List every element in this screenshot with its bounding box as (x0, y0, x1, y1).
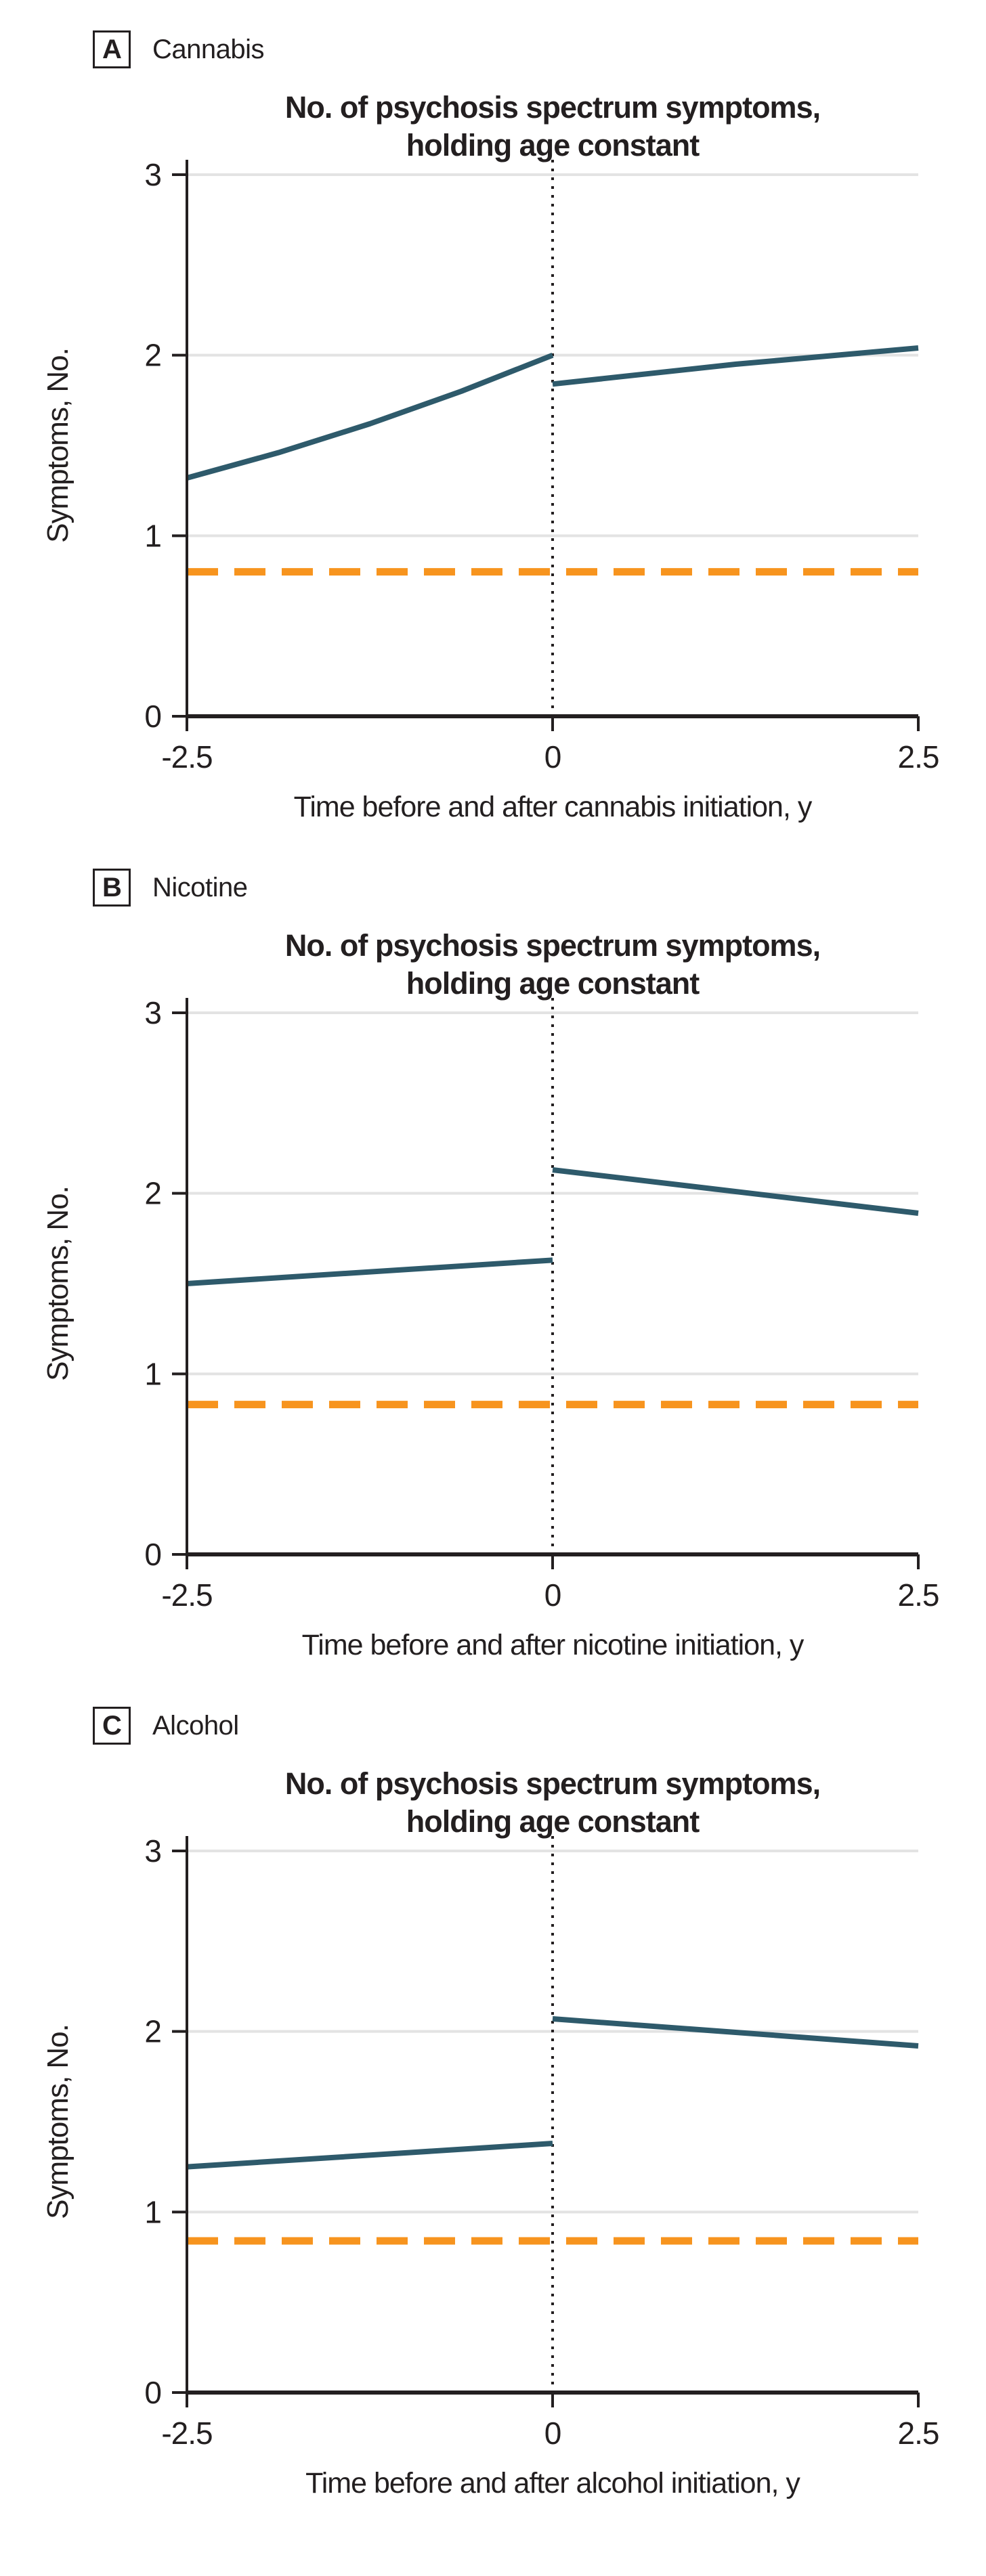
y-tick-label-3: 3 (144, 1833, 161, 1869)
y-tick-label-1: 1 (144, 518, 161, 553)
chart-title-line1: No. of psychosis spectrum symptoms, (285, 1766, 820, 1801)
figure-psychosis-symptoms: A Cannabis No. of psychosis spectrum sym… (0, 28, 986, 2508)
panel-name: Alcohol (152, 1710, 239, 1741)
x-tick-label-0: 0 (544, 739, 561, 774)
x-axis-title: Time before and after alcohol initiation… (305, 2467, 800, 2499)
y-tick-label-2: 2 (144, 338, 161, 373)
panel-name: Nicotine (152, 872, 248, 902)
panel-alcohol: C Alcohol No. of psychosis spectrum symp… (0, 1705, 986, 2508)
x-tick-label-0: 0 (544, 2416, 561, 2451)
panel-cannabis: A Cannabis No. of psychosis spectrum sym… (0, 28, 986, 831)
y-tick-label-3: 3 (144, 157, 161, 192)
y-tick-label-0: 0 (144, 1537, 161, 1572)
series-after-initiation (552, 2016, 919, 2049)
y-tick-label-1: 1 (144, 2194, 161, 2229)
y-tick-label-3: 3 (144, 995, 161, 1030)
series-before-initiation (186, 352, 554, 481)
y-tick-label-2: 2 (144, 2014, 161, 2049)
panel-nicotine: B Nicotine No. of psychosis spectrum sym… (0, 867, 986, 1669)
x-tick-label--2.5: -2.5 (161, 739, 212, 774)
x-tick-label-2.5: 2.5 (898, 739, 939, 774)
series-before-initiation (186, 2141, 553, 2170)
x-axis-title: Time before and after cannabis initiatio… (294, 791, 813, 823)
panel-name: Cannabis (152, 34, 265, 64)
panel-header-cannabis: A Cannabis (93, 28, 986, 70)
panel-label-box: B (93, 869, 131, 907)
panel-label: A (102, 34, 122, 64)
chart-title-line1: No. of psychosis spectrum symptoms, (285, 90, 820, 125)
y-tick-label-2: 2 (144, 1176, 161, 1211)
x-tick-label-2.5: 2.5 (898, 1577, 939, 1613)
x-axis-title: Time before and after nicotine initiatio… (302, 1629, 805, 1661)
panel-label: B (102, 872, 122, 902)
y-tick-label-1: 1 (144, 1356, 161, 1391)
x-tick-label-2.5: 2.5 (898, 2416, 939, 2451)
chart-title-line1: No. of psychosis spectrum symptoms, (285, 928, 820, 963)
panel-label-box: A (93, 30, 131, 68)
y-axis-title: Symptoms, No. (41, 348, 74, 543)
chart-cannabis: No. of psychosis spectrum symptoms,holdi… (41, 90, 939, 823)
panel-header-nicotine: B Nicotine (93, 867, 986, 909)
y-axis-title: Symptoms, No. (41, 2024, 74, 2219)
x-tick-label--2.5: -2.5 (161, 1577, 212, 1613)
series-after-initiation (552, 1167, 919, 1216)
panel-header-alcohol: C Alcohol (93, 1705, 986, 1747)
chart-nicotine: No. of psychosis spectrum symptoms,holdi… (41, 928, 939, 1661)
panel-label: C (102, 1710, 122, 1741)
chart-title-line2: holding age constant (406, 966, 700, 1001)
x-tick-label--2.5: -2.5 (161, 2416, 212, 2451)
y-tick-label-0: 0 (144, 699, 161, 734)
chart-title-line2: holding age constant (406, 128, 700, 162)
panel-label-box: C (93, 1707, 131, 1745)
y-tick-label-0: 0 (144, 2375, 161, 2410)
series-before-initiation (186, 1257, 553, 1286)
chart-alcohol: No. of psychosis spectrum symptoms,holdi… (41, 1766, 939, 2499)
series-after-initiation (552, 345, 919, 387)
x-tick-label-0: 0 (544, 1577, 561, 1613)
chart-title-line2: holding age constant (406, 1804, 700, 1839)
y-axis-title: Symptoms, No. (41, 1186, 74, 1381)
